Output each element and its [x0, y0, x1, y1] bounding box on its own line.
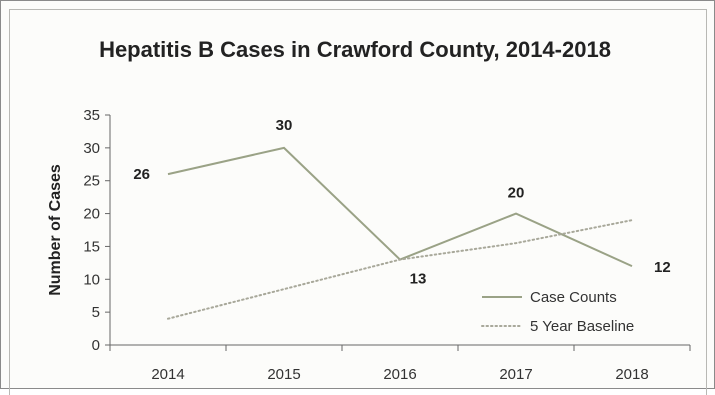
data-label: 13 [410, 271, 427, 288]
legend-label: 5 Year Baseline [530, 318, 634, 335]
data-labels: 26 30 13 20 12 [133, 117, 670, 288]
x-tick-label: 2014 [151, 366, 184, 383]
data-label: 26 [133, 166, 150, 183]
y-tick-label: 35 [83, 107, 100, 124]
y-tick-label: 20 [83, 206, 100, 223]
x-tick-label: 2018 [615, 366, 648, 383]
data-label: 30 [276, 117, 293, 134]
y-tick-label: 0 [92, 337, 100, 354]
legend-label: Case Counts [530, 289, 617, 306]
y-tick-label: 25 [83, 173, 100, 190]
y-tick-label: 10 [83, 271, 100, 288]
legend: Case Counts 5 Year Baseline [482, 289, 634, 335]
y-tick-label: 5 [92, 304, 100, 321]
x-tick-label: 2015 [267, 366, 300, 383]
y-tick-label: 15 [83, 238, 100, 255]
x-tick-label: 2017 [499, 366, 532, 383]
y-tick-label: 30 [83, 140, 100, 157]
data-label: 12 [654, 259, 671, 276]
data-label: 20 [508, 185, 525, 202]
axes: 0 5 10 15 20 25 30 35 2014 2015 2016 2017 2018 Number… [47, 107, 690, 383]
y-axis-label: Number of Cases [47, 164, 64, 296]
case-counts-line [168, 148, 632, 266]
x-tick-label: 2016 [383, 366, 416, 383]
